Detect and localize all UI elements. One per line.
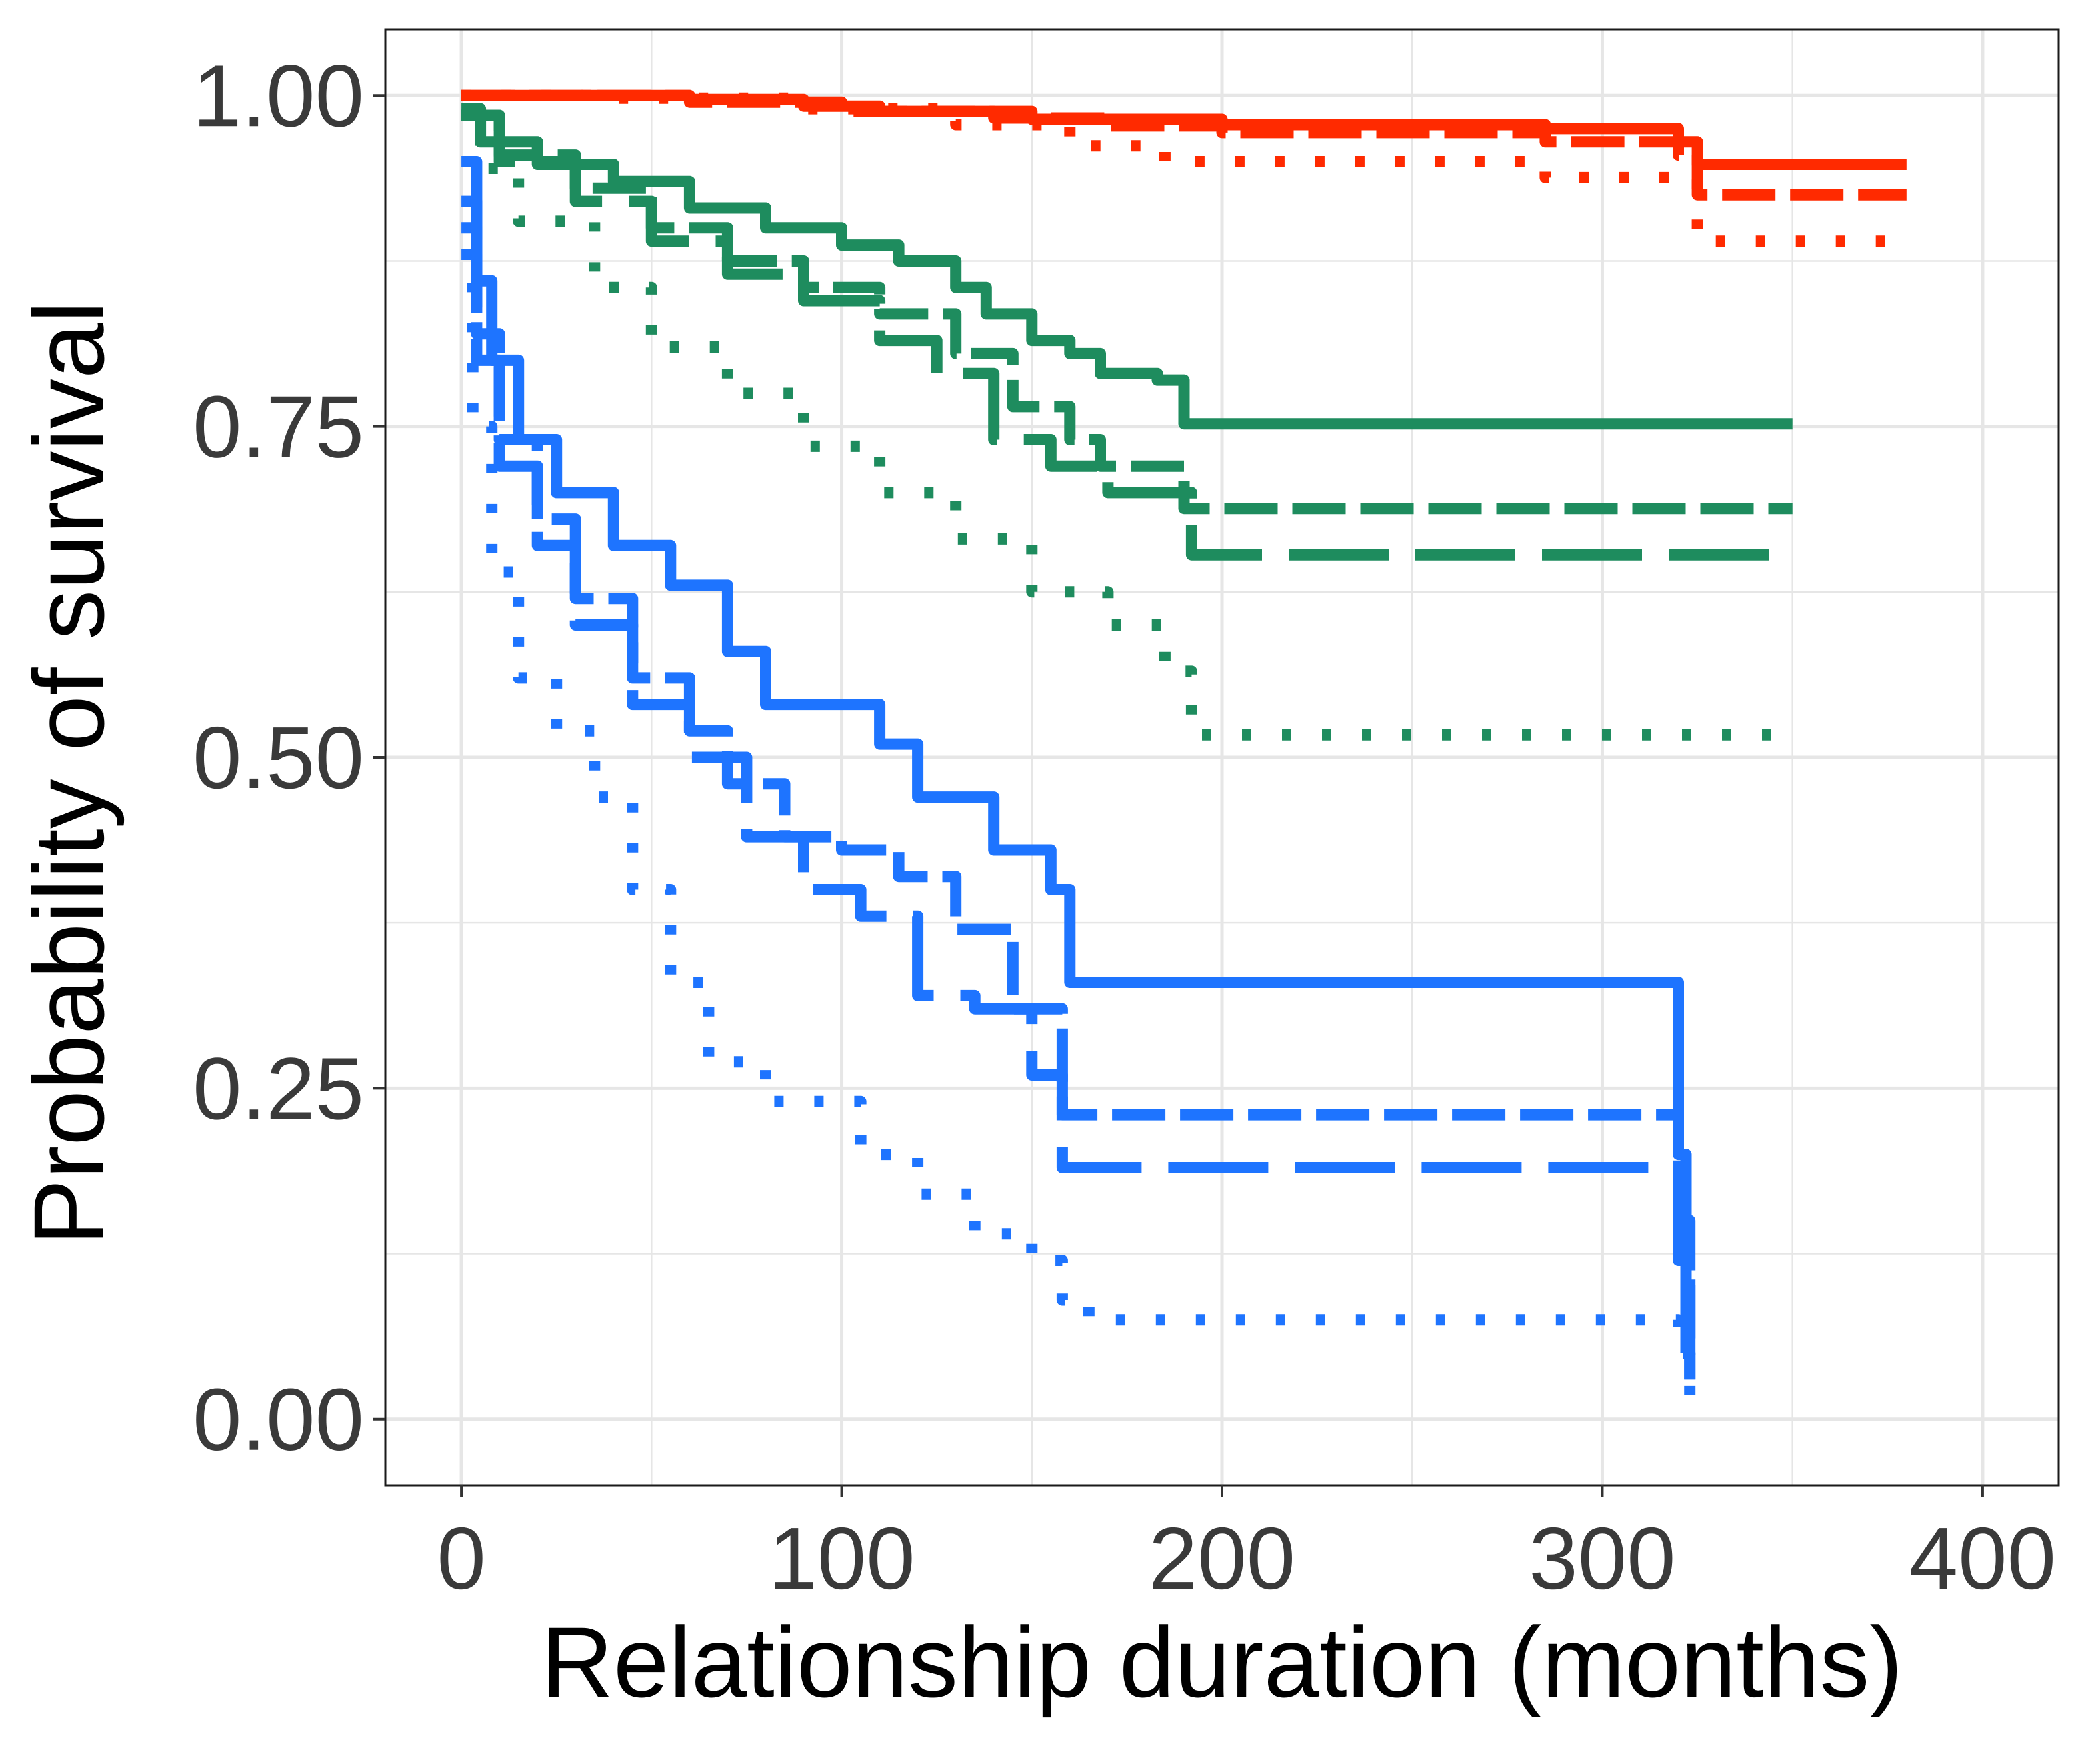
- series-green-dotted: [461, 109, 1793, 741]
- x-tick-label: 300: [1529, 1509, 1675, 1607]
- y-tick-label: 0.75: [193, 378, 364, 476]
- x-axis-title: Relationship duration (months): [541, 1606, 1903, 1718]
- series-blue-dotted: [461, 249, 1696, 1406]
- series-blue-solid: [461, 156, 1692, 1353]
- x-tick-label: 100: [768, 1509, 915, 1607]
- series-red-dotted: [461, 89, 1907, 247]
- y-axis-title: Probability of survival: [13, 301, 125, 1245]
- y-tick-label: 0.25: [193, 1039, 364, 1137]
- x-tick-label: 200: [1149, 1509, 1295, 1607]
- y-tick-label: 1.00: [193, 47, 364, 145]
- survival-curves: [461, 89, 1907, 1406]
- series-red-dashed: [461, 89, 1907, 201]
- series-blue-long-dashed: [461, 222, 1696, 1380]
- y-tick-label: 0.50: [193, 709, 364, 807]
- series-green-solid: [461, 103, 1793, 430]
- x-tick-label: 400: [1909, 1509, 2056, 1607]
- grid-lines: [385, 29, 2059, 1485]
- series-green-long-dashed: [461, 109, 1793, 561]
- x-tick-label: 0: [437, 1509, 485, 1607]
- axes: 0 100 200 300 400 0.00 0.25 0.50 0.75 1.00: [193, 47, 2056, 1607]
- y-tick-label: 0.00: [193, 1371, 364, 1469]
